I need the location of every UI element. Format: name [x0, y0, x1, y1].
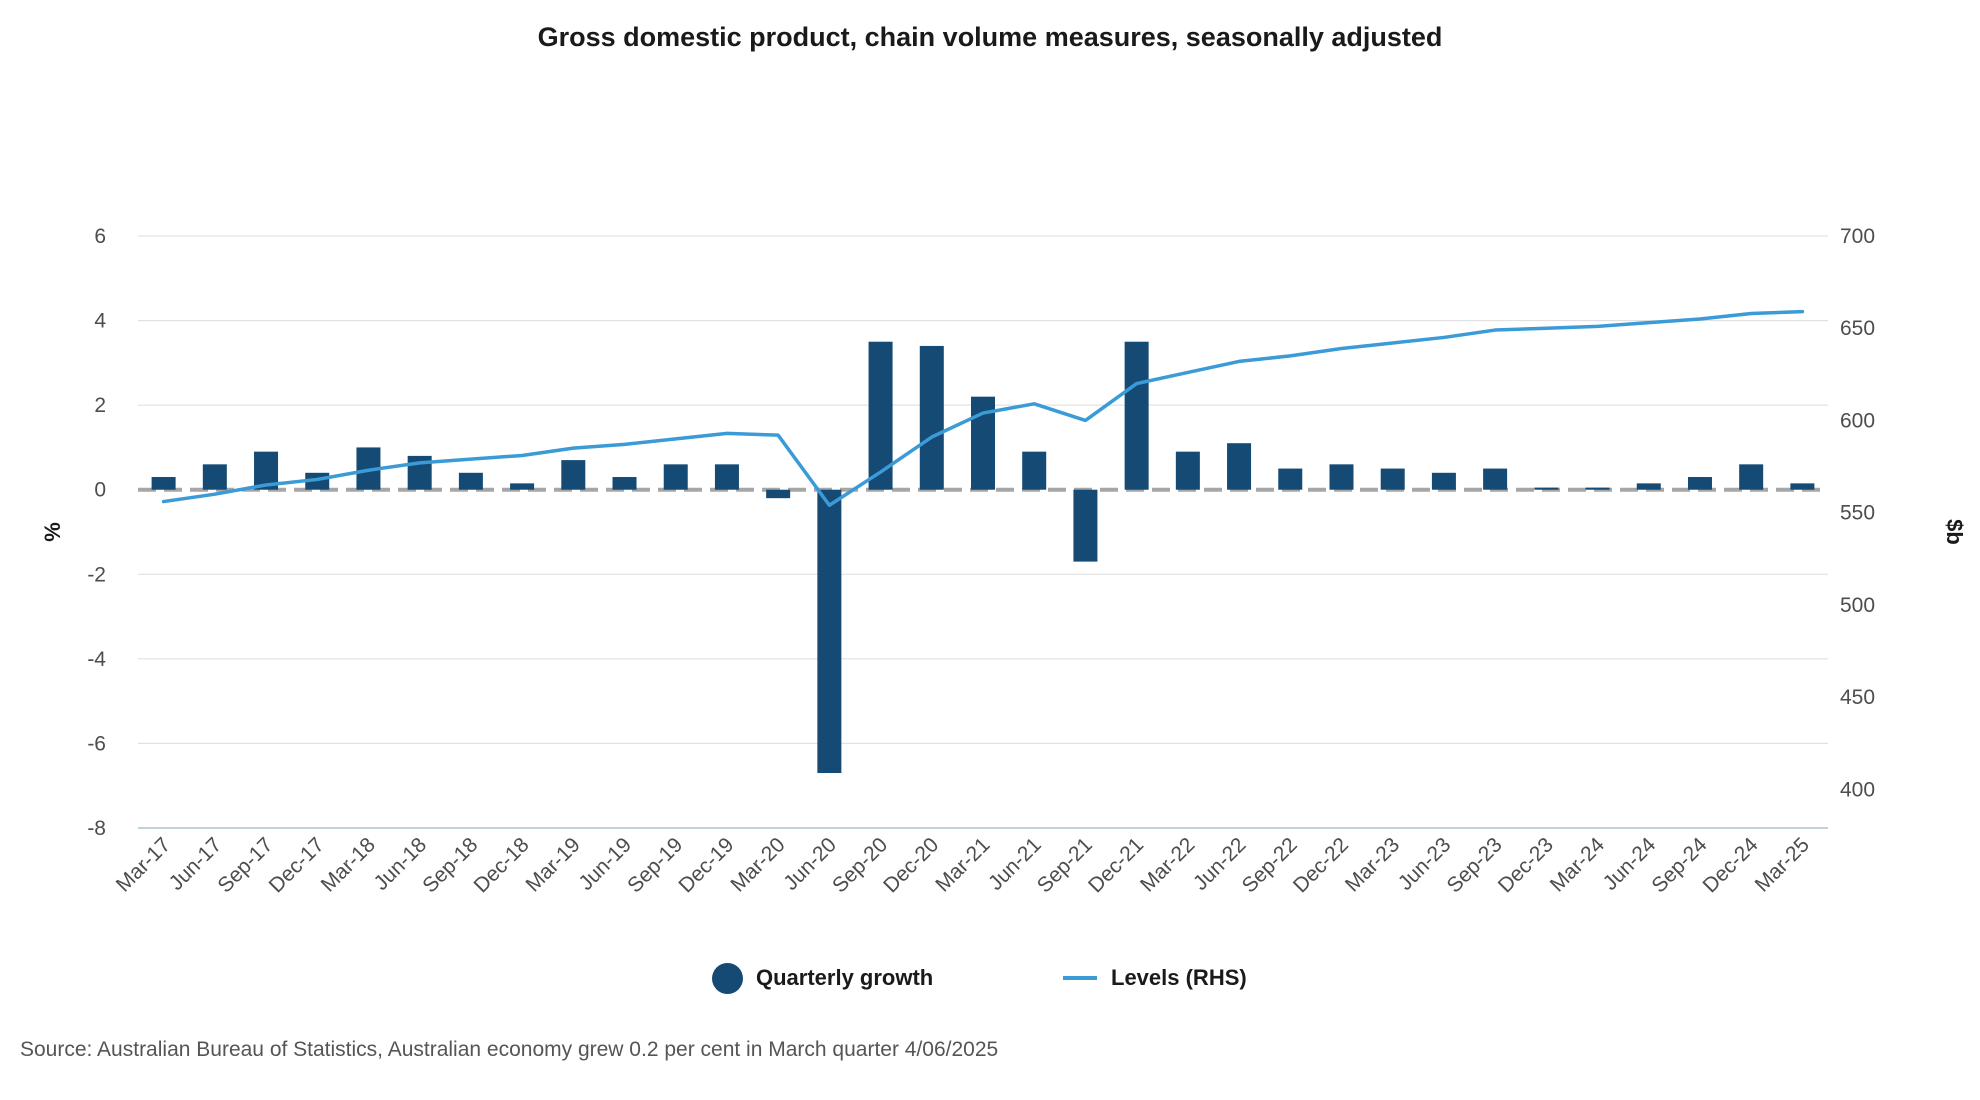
- bar: [1739, 464, 1764, 490]
- x-tick-label: Sep-20: [828, 833, 892, 897]
- legend-item-levels[interactable]: Levels (RHS): [1063, 958, 1247, 998]
- y2-tick-label: 450: [1840, 686, 1875, 709]
- bar: [151, 477, 176, 490]
- x-tick-label: Dec-17: [265, 833, 329, 897]
- y-tick-label: 4: [94, 310, 106, 333]
- x-tick-label: Sep-21: [1033, 833, 1097, 897]
- bar: [1380, 468, 1405, 490]
- y2-tick-label: 500: [1840, 594, 1875, 617]
- x-tick-label: Dec-23: [1494, 833, 1558, 897]
- source-note: Source: Australian Bureau of Statistics,…: [20, 1038, 999, 1061]
- bar: [1790, 483, 1815, 490]
- bar: [1278, 468, 1303, 490]
- y-tick-label: -8: [87, 817, 106, 840]
- y-tick-label: 6: [94, 225, 106, 248]
- x-tick-label: Sep-24: [1647, 833, 1711, 897]
- bar: [1636, 483, 1661, 490]
- y-tick-label: -6: [87, 732, 106, 755]
- bar: [919, 345, 944, 490]
- x-tick-label: Dec-21: [1084, 833, 1148, 897]
- bar: [1227, 443, 1252, 490]
- x-tick-label: Dec-19: [674, 833, 738, 897]
- x-tick-label: Mar-19: [522, 833, 585, 896]
- bar: [714, 464, 739, 490]
- legend: Quarterly growth Levels (RHS): [0, 958, 1980, 998]
- legend-bar-marker-icon: [712, 962, 743, 994]
- x-tick-label: Mar-22: [1136, 833, 1199, 896]
- bar: [1483, 468, 1508, 490]
- x-tick-label: Dec-24: [1699, 833, 1763, 897]
- bar: [1022, 451, 1047, 490]
- bar: [1534, 487, 1559, 490]
- legend-label-levels: Levels (RHS): [1111, 965, 1247, 990]
- bar: [766, 489, 791, 499]
- x-tick-label: Mar-18: [317, 833, 380, 896]
- bar: [510, 483, 535, 490]
- bar: [1124, 341, 1149, 490]
- y-axis-title: %: [40, 522, 65, 542]
- bar: [1329, 464, 1354, 490]
- levels-line: [161, 309, 1805, 508]
- x-tick-label: Mar-17: [112, 833, 175, 896]
- x-tick-label: Sep-22: [1238, 833, 1302, 897]
- bar: [1175, 451, 1200, 490]
- x-tick-label: Mar-24: [1546, 833, 1610, 897]
- legend-label-quarterly-growth: Quarterly growth: [756, 965, 934, 990]
- x-tick-label: Dec-18: [469, 833, 533, 897]
- x-tick-label: Sep-23: [1443, 833, 1507, 897]
- y2-tick-label: 700: [1840, 225, 1875, 248]
- y2-tick-label: 550: [1840, 502, 1875, 525]
- bar: [612, 477, 637, 490]
- bar: [663, 464, 688, 490]
- x-tick-label: Mar-25: [1751, 833, 1814, 896]
- x-tick-label: Mar-23: [1341, 833, 1404, 896]
- x-tick-label: Sep-17: [213, 833, 277, 897]
- bar: [202, 464, 227, 490]
- x-tick-label: Sep-18: [418, 833, 482, 897]
- y2-tick-label: 600: [1840, 409, 1875, 432]
- legend-item-quarterly-growth[interactable]: Quarterly growth: [712, 958, 933, 998]
- y-tick-label: -4: [87, 648, 106, 671]
- bar: [1585, 487, 1610, 490]
- legend-line-marker-icon: [1063, 976, 1097, 980]
- y-tick-label: 0: [94, 479, 106, 502]
- bar: [1687, 477, 1712, 490]
- y-tick-label: 2: [94, 394, 106, 417]
- y2-axis-title: $b: [1942, 519, 1967, 545]
- x-tick-label: Dec-20: [879, 833, 943, 897]
- bar: [458, 472, 483, 490]
- y2-tick-label: 400: [1840, 778, 1875, 801]
- bar: [1073, 489, 1098, 562]
- y-tick-label: -2: [87, 563, 106, 586]
- y2-tick-label: 650: [1840, 317, 1875, 340]
- x-tick-label: Sep-19: [623, 833, 687, 897]
- chart-title: Gross domestic product, chain volume mea…: [537, 22, 1443, 52]
- x-tick-label: Dec-22: [1289, 833, 1353, 897]
- bar: [817, 489, 842, 774]
- x-tick-label: Mar-21: [931, 833, 994, 896]
- x-tick-label: Mar-20: [726, 833, 789, 896]
- bar: [1431, 472, 1456, 490]
- bar: [561, 460, 586, 490]
